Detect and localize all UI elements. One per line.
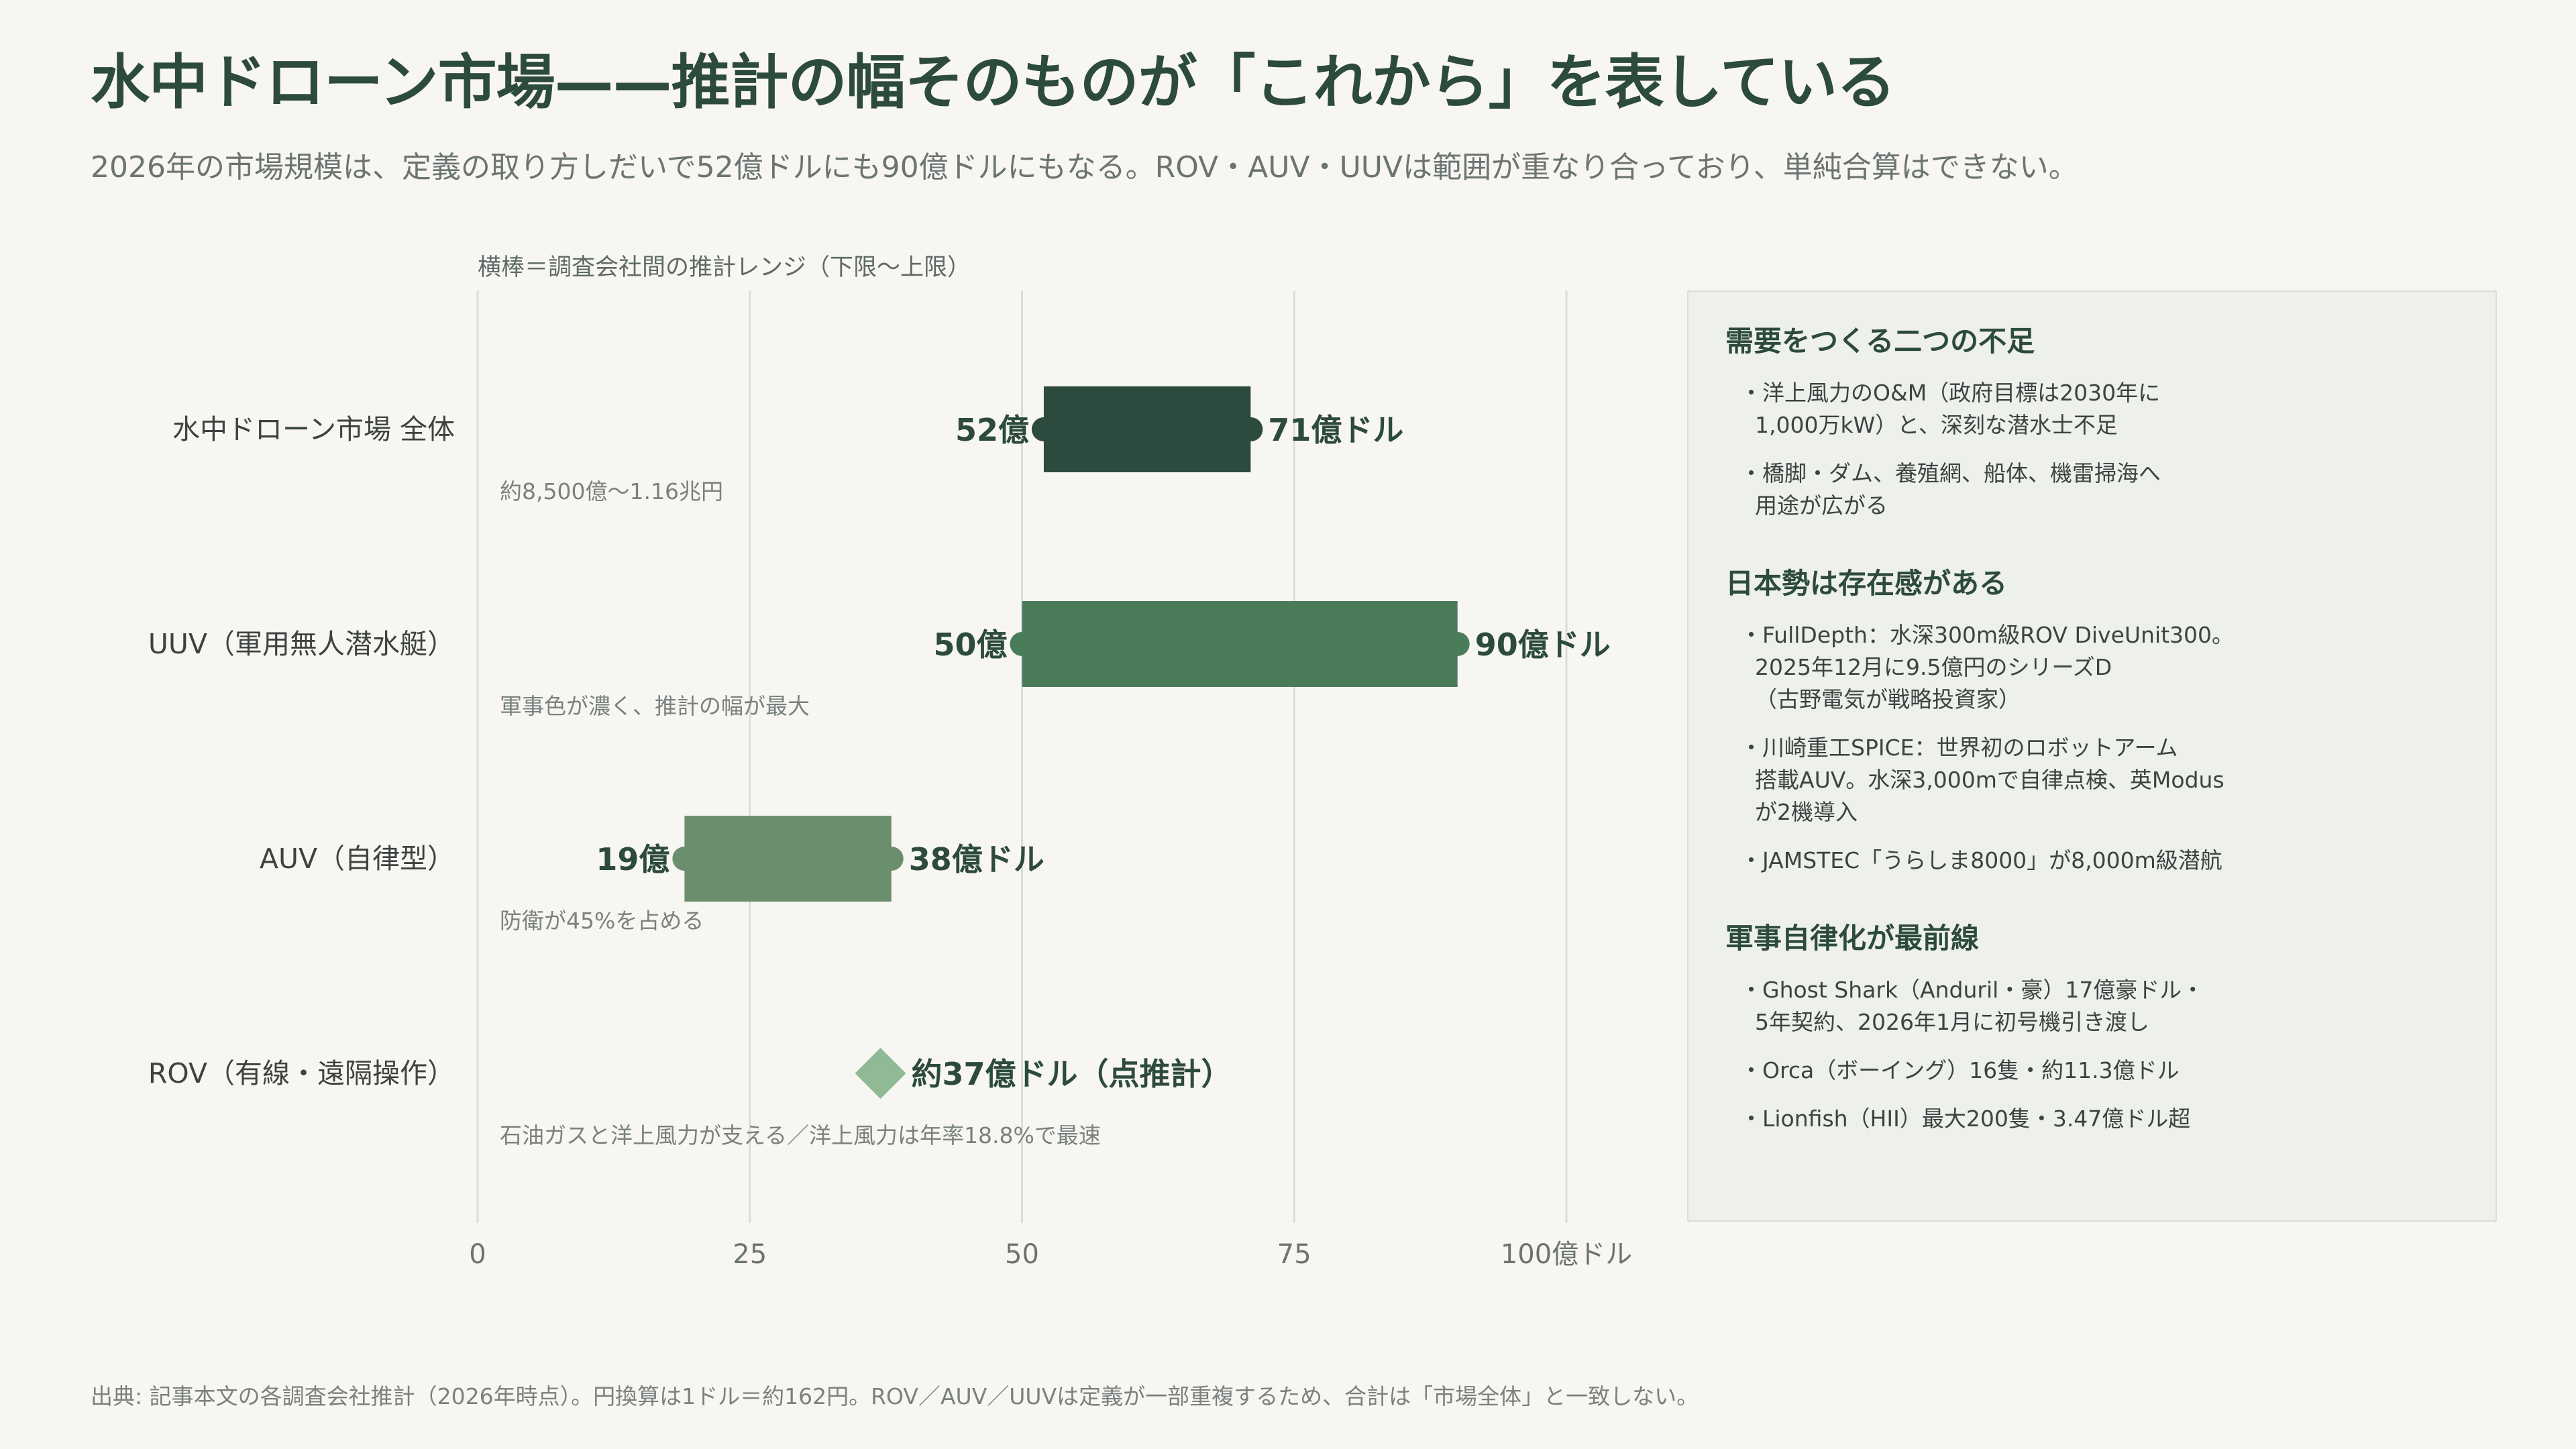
panel-heading: 軍事自律化が最前線	[1725, 922, 1980, 955]
x-tick-label: 0	[469, 1239, 486, 1270]
range-high-dot	[879, 847, 904, 871]
x-tick-label: 50	[1005, 1239, 1039, 1270]
panel-item: Ghost Shark（Anduril・豪）17億豪ドル・ 5年契約、2026年…	[1725, 974, 2462, 1038]
range-low-dot	[1031, 417, 1056, 441]
panel-item: Lionfish（HII）最大200隻・3.47億ドル超	[1725, 1103, 2462, 1135]
range-low-label: 52億	[955, 412, 1029, 448]
row-note: 石油ガスと洋上風力が支える／洋上風力は年率18.8%で最速	[500, 1122, 1101, 1148]
range-bar	[684, 816, 892, 902]
source-note: 出典: 記事本文の各調査会社推計（2026年時点）。円換算は1ドル＝約162円。…	[91, 1383, 1699, 1409]
point-estimate-label: 約37億ドル（点推計）	[912, 1056, 1232, 1092]
panel-item: JAMSTEC「うらしま8000」が8,000m級潜航	[1725, 845, 2462, 877]
range-high-dot	[1238, 417, 1263, 441]
x-tick-label: 25	[733, 1239, 767, 1270]
range-high-label: 90億ドル	[1475, 627, 1611, 663]
range-low-label: 50億	[933, 627, 1007, 663]
row-note: 軍事色が濃く、推計の幅が最大	[500, 693, 810, 719]
panel-item: 川崎重工SPICE：世界初のロボットアーム 搭載AUV。水深3,000mで自律点…	[1725, 732, 2462, 828]
panel-section-1: 日本勢は存在感がある FullDepth：水深300m級ROV DiveUnit…	[1725, 561, 2462, 877]
range-high-label: 71億ドル	[1268, 412, 1403, 448]
panel-item: 洋上風力のO&M（政府目標は2030年に 1,000万kW）と、深刻な潜水士不足	[1725, 377, 2462, 441]
panel-section-0: 需要をつくる二つの不足 洋上風力のO&M（政府目標は2030年に 1,000万k…	[1725, 319, 2462, 522]
row-note: 防衛が45%を占める	[500, 908, 704, 934]
panel-heading: 日本勢は存在感がある	[1725, 567, 2008, 600]
row-label: ROV（有線・遠隔操作）	[148, 1057, 455, 1089]
panel-section-2: 軍事自律化が最前線 Ghost Shark（Anduril・豪）17億豪ドル・ …	[1725, 916, 2462, 1135]
range-low-dot	[672, 847, 697, 871]
panel-item: FullDepth：水深300m級ROV DiveUnit300。 2025年1…	[1725, 619, 2462, 716]
range-low-dot	[1010, 632, 1034, 656]
row-note: 約8,500億〜1.16兆円	[500, 478, 723, 504]
range-high-label: 38億ドル	[909, 841, 1044, 877]
row-label: UUV（軍用無人潜水艇）	[148, 628, 455, 660]
panel-heading: 需要をつくる二つの不足	[1725, 325, 2035, 358]
page-title: 水中ドローン市場——推計の幅そのものが「これから」を表している	[91, 48, 1896, 117]
panel-item: Orca（ボーイング）16隻・約11.3億ドル	[1725, 1055, 2462, 1087]
x-tick-label: 100億ドル	[1501, 1239, 1632, 1270]
panel-item: 橋脚・ダム、養殖網、船体、機雷掃海へ 用途が広がる	[1725, 458, 2462, 522]
range-bar	[1043, 386, 1251, 472]
x-tick-label: 75	[1277, 1239, 1311, 1270]
side-panel: 需要をつくる二つの不足 洋上風力のO&M（政府目標は2030年に 1,000万k…	[1687, 290, 2497, 1222]
chart-note: 横棒＝調査会社間の推計レンジ（下限〜上限）	[478, 254, 971, 281]
range-low-label: 19億	[596, 841, 669, 877]
point-estimate-marker	[855, 1048, 906, 1099]
range-bar	[1022, 601, 1458, 687]
page-subtitle: 2026年の市場規模は、定義の取り方しだいで52億ドルにも90億ドルにもなる。R…	[91, 150, 2078, 184]
row-label: 水中ドローン市場 全体	[172, 413, 455, 445]
range-high-dot	[1445, 632, 1470, 656]
row-label: AUV（自律型）	[260, 843, 455, 875]
